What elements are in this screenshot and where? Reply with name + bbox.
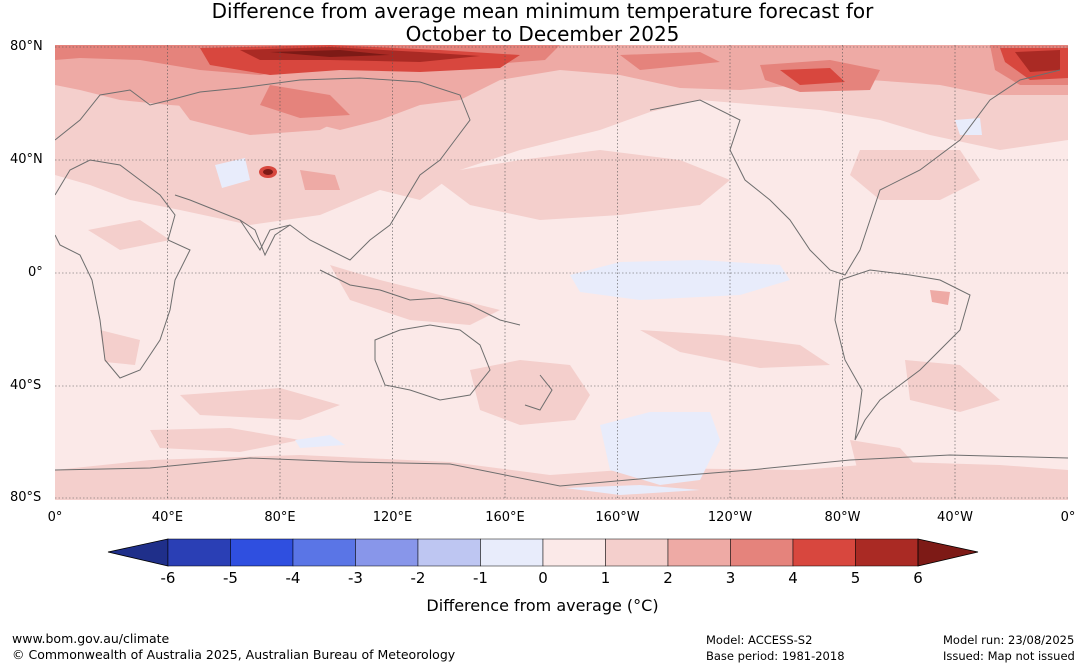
colorbar-tick: 3 bbox=[725, 569, 736, 587]
colorbar-bin bbox=[730, 538, 794, 567]
map-title: Difference from average mean minimum tem… bbox=[0, 0, 1085, 46]
colorbar-tick: 2 bbox=[663, 569, 673, 587]
colorbar-bin bbox=[292, 538, 356, 567]
lat-label: 80°S bbox=[10, 490, 42, 505]
map-title-line2: October to December 2025 bbox=[405, 22, 680, 46]
colorbar-tick: 0 bbox=[538, 569, 548, 587]
lon-label: 40°W bbox=[937, 510, 973, 525]
colorbar-tick: 6 bbox=[913, 569, 923, 587]
colorbar-bin bbox=[417, 538, 481, 567]
colorbar-bin bbox=[667, 538, 731, 567]
colorbar-tick: -3 bbox=[348, 569, 363, 587]
footer-website: www.bom.gov.au/climate bbox=[12, 631, 170, 646]
colorbar-bin bbox=[542, 538, 606, 567]
lon-label: 80°E bbox=[264, 510, 296, 525]
colorbar-bin bbox=[355, 538, 419, 567]
colorbar-bin bbox=[167, 538, 231, 567]
colorbar-tick: -4 bbox=[285, 569, 301, 587]
colorbar-tick: 4 bbox=[788, 569, 798, 587]
colorbar-tick: 1 bbox=[600, 569, 611, 587]
colorbar-tick: 5 bbox=[850, 569, 861, 587]
lon-label: 80°W bbox=[824, 510, 861, 525]
colorbar-tick: -6 bbox=[160, 569, 176, 587]
colorbar-title: Difference from average (°C) bbox=[426, 596, 659, 615]
colorbar bbox=[107, 538, 979, 567]
lon-label: 0° bbox=[47, 510, 63, 525]
graticule bbox=[55, 45, 1068, 500]
colorbar-bin bbox=[855, 538, 919, 567]
lon-label: 160°W bbox=[595, 510, 640, 525]
footer-base-period: Base period: 1981-2018 bbox=[706, 649, 845, 663]
lat-label: 40°S bbox=[10, 378, 42, 393]
lon-label: 120°W bbox=[707, 510, 753, 525]
lon-label: 0° bbox=[1060, 510, 1076, 525]
forecast-field bbox=[55, 45, 1068, 500]
colorbar-bin bbox=[605, 538, 669, 567]
footer-model-run: Model run: 23/08/2025 bbox=[943, 633, 1075, 647]
lon-label: 40°E bbox=[151, 510, 184, 525]
footer-issued: Issued: Map not issued bbox=[943, 649, 1075, 663]
colorbar-bin bbox=[230, 538, 294, 567]
footer-copyright: © Commonwealth of Australia 2025, Austra… bbox=[12, 647, 456, 662]
colorbar-tick: -1 bbox=[473, 569, 488, 587]
colorbar-tick: -5 bbox=[223, 569, 238, 587]
lon-label: 120°E bbox=[372, 510, 413, 525]
lat-label: 40°N bbox=[10, 152, 43, 167]
colorbar-extend-high bbox=[917, 538, 979, 567]
lon-label: 160°E bbox=[485, 510, 525, 525]
lat-label: 0° bbox=[28, 265, 43, 280]
coastlines bbox=[55, 69, 1068, 487]
map-title-line1: Difference from average mean minimum tem… bbox=[211, 0, 874, 23]
colorbar-bin bbox=[480, 538, 544, 567]
colorbar-bin bbox=[792, 538, 856, 567]
colorbar-extend-low bbox=[107, 538, 169, 567]
footer-model: Model: ACCESS-S2 bbox=[706, 633, 813, 647]
colorbar-tick: -2 bbox=[410, 569, 426, 587]
lat-label: 80°N bbox=[10, 39, 43, 54]
